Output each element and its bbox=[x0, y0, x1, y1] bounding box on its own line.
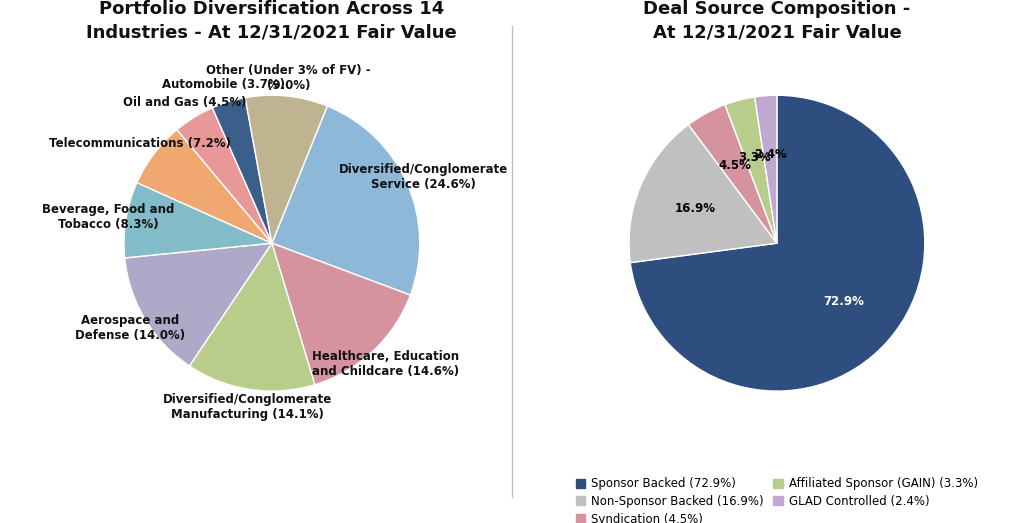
Title: Portfolio Diversification Across 14
Industries - At 12/31/2021 Fair Value: Portfolio Diversification Across 14 Indu… bbox=[86, 0, 458, 41]
Text: 16.9%: 16.9% bbox=[675, 202, 716, 215]
Text: Other (Under 3% of FV) -
(9.0%): Other (Under 3% of FV) - (9.0%) bbox=[206, 64, 371, 93]
Text: Healthcare, Education
and Childcare (14.6%): Healthcare, Education and Childcare (14.… bbox=[311, 350, 459, 378]
Wedge shape bbox=[125, 243, 271, 366]
Wedge shape bbox=[245, 95, 328, 243]
Wedge shape bbox=[177, 108, 271, 243]
Wedge shape bbox=[725, 97, 777, 243]
Wedge shape bbox=[688, 105, 777, 243]
Wedge shape bbox=[271, 243, 411, 385]
Text: 2.4%: 2.4% bbox=[754, 148, 786, 161]
Text: Beverage, Food and
Tobacco (8.3%): Beverage, Food and Tobacco (8.3%) bbox=[42, 202, 174, 231]
Text: Telecommunications (7.2%): Telecommunications (7.2%) bbox=[49, 137, 230, 150]
Text: 3.3%: 3.3% bbox=[738, 151, 771, 164]
Text: Automobile (3.7%): Automobile (3.7%) bbox=[162, 78, 285, 92]
Wedge shape bbox=[212, 98, 271, 243]
Text: Oil and Gas (4.5%): Oil and Gas (4.5%) bbox=[123, 96, 247, 109]
Wedge shape bbox=[630, 95, 925, 391]
Text: Diversified/Conglomerate
Manufacturing (14.1%): Diversified/Conglomerate Manufacturing (… bbox=[163, 393, 332, 421]
Wedge shape bbox=[271, 106, 420, 295]
Text: 4.5%: 4.5% bbox=[718, 159, 751, 172]
Text: Diversified/Conglomerate
Service (24.6%): Diversified/Conglomerate Service (24.6%) bbox=[339, 163, 508, 190]
Title: Deal Source Composition -
At 12/31/2021 Fair Value: Deal Source Composition - At 12/31/2021 … bbox=[643, 0, 910, 41]
Text: 72.9%: 72.9% bbox=[823, 295, 864, 308]
Wedge shape bbox=[755, 95, 777, 243]
Wedge shape bbox=[137, 130, 271, 243]
Wedge shape bbox=[629, 124, 777, 263]
Legend: Sponsor Backed (72.9%), Non-Sponsor Backed (16.9%), Syndication (4.5%), Affiliat: Sponsor Backed (72.9%), Non-Sponsor Back… bbox=[575, 477, 978, 523]
Text: Aerospace and
Defense (14.0%): Aerospace and Defense (14.0%) bbox=[75, 314, 184, 342]
Wedge shape bbox=[124, 183, 271, 258]
Wedge shape bbox=[189, 243, 314, 391]
